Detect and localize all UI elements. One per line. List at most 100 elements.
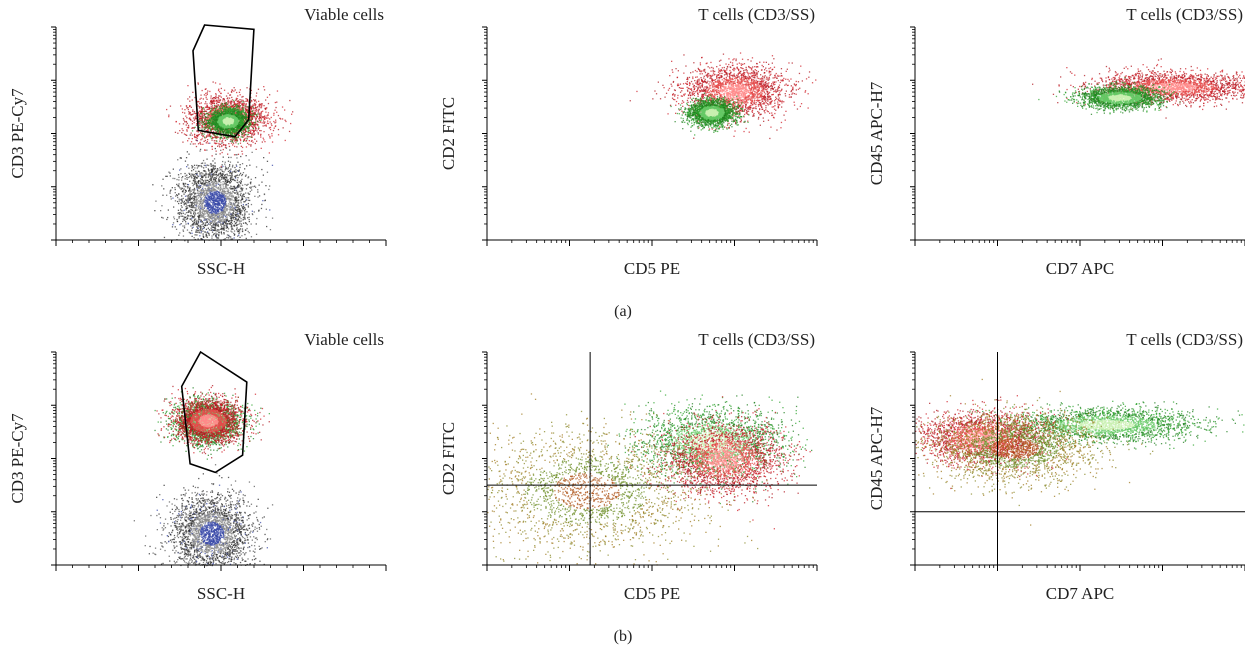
a1-event-red xyxy=(200,139,201,140)
a1-event-green xyxy=(247,134,248,135)
a1-event-red xyxy=(196,125,197,126)
a1-event-red xyxy=(191,114,192,115)
a1-event-red xyxy=(269,152,270,153)
a1-event-red xyxy=(206,103,207,104)
a1-event-green xyxy=(228,105,229,106)
a1-event-green xyxy=(203,107,204,108)
a1-event-red xyxy=(204,141,205,142)
a1-event-red xyxy=(186,129,187,130)
a1-event-red xyxy=(241,146,242,147)
a1-event-red xyxy=(182,112,183,113)
a1-event-red xyxy=(179,123,180,124)
a1-event-green xyxy=(204,114,205,115)
a1-event-green xyxy=(234,139,235,140)
a1-event-red xyxy=(219,83,220,84)
a1-event-red xyxy=(193,143,194,144)
a1-event-red xyxy=(284,109,285,110)
a1-event-red xyxy=(241,151,242,152)
a1-event-green xyxy=(242,133,243,134)
a1-event-red xyxy=(219,102,220,103)
a1-event-red xyxy=(207,90,208,91)
a1-event-red xyxy=(212,110,213,111)
a1-event-green xyxy=(199,125,200,126)
a1-event-red xyxy=(231,92,232,93)
a1-event-red xyxy=(200,123,201,124)
a1-event-red xyxy=(212,103,213,104)
a1-event-green xyxy=(251,117,252,118)
a1-event-red xyxy=(242,153,243,154)
a1-event-green xyxy=(247,126,248,127)
a1-event-red xyxy=(264,141,265,142)
a1-event-green xyxy=(200,113,201,114)
a1-event-red xyxy=(236,98,237,99)
a1-event-green xyxy=(242,101,243,102)
a1-event-red xyxy=(269,127,270,128)
a1-event-red xyxy=(214,140,215,141)
a1-event-red xyxy=(282,106,283,107)
a1-event-green xyxy=(217,110,218,111)
a1-event-green xyxy=(237,113,238,114)
a1-event-red xyxy=(218,90,219,91)
a1-event-red xyxy=(245,98,246,99)
a1-event-red xyxy=(260,136,261,137)
a1-event-red xyxy=(200,95,201,96)
a1-event-green xyxy=(206,127,207,128)
a1-event-red xyxy=(274,110,275,111)
a1-event-red xyxy=(219,95,220,96)
a1-event-red xyxy=(249,140,250,141)
a1-event-red xyxy=(240,94,241,95)
a1-event-red xyxy=(275,107,276,108)
a1-event-green xyxy=(245,119,246,120)
a1-event-red xyxy=(204,94,205,95)
a1-event-red xyxy=(192,109,193,110)
a1-event-red xyxy=(274,128,275,129)
a1-event-red xyxy=(219,146,220,147)
a1-event-green xyxy=(203,124,204,125)
a1-event-red xyxy=(222,142,223,143)
a1-event-red xyxy=(191,107,192,108)
a1-event-red xyxy=(206,105,207,106)
a1-event-red xyxy=(243,107,244,108)
a1-event-red xyxy=(238,102,239,103)
a1-event-red xyxy=(231,143,232,144)
a1-event-red xyxy=(265,112,266,113)
a1-event-red xyxy=(262,111,263,112)
a1-event-green xyxy=(216,141,217,142)
a1-event-red xyxy=(232,106,233,107)
a1-event-green xyxy=(219,106,220,107)
a1-event-red xyxy=(234,146,235,147)
a1-event-red xyxy=(224,137,225,138)
a1-event-red xyxy=(194,122,195,123)
a1-event-red xyxy=(200,132,201,133)
a1-event-red xyxy=(253,105,254,106)
a1-event-red xyxy=(263,138,264,139)
a1-event-red xyxy=(194,111,195,112)
a1-event-red xyxy=(207,141,208,142)
a1-event-red xyxy=(241,104,242,105)
a1-event-red xyxy=(183,118,184,119)
a1-event-red xyxy=(183,120,184,121)
a1-event-red xyxy=(251,126,252,127)
a1-event-red xyxy=(184,121,185,122)
a1-event-red xyxy=(207,107,208,108)
a1-event-red xyxy=(218,89,219,90)
a1-event-red xyxy=(256,128,257,129)
a1-event-red xyxy=(267,117,268,118)
a1-event-red xyxy=(250,109,251,110)
a1-event-red xyxy=(255,121,256,122)
a1-event-red xyxy=(264,123,265,124)
a1-event-red xyxy=(192,127,193,128)
a1-event-red xyxy=(256,93,257,94)
a1-event-red xyxy=(202,144,203,145)
a1-event-green xyxy=(220,105,221,106)
a1-event-red xyxy=(278,115,279,116)
a1-event-red xyxy=(206,111,207,112)
a1-event-red xyxy=(221,88,222,89)
a1-event-red xyxy=(262,103,263,104)
a1-event-red xyxy=(268,123,269,124)
a1-event-red xyxy=(226,95,227,96)
a1-event-green xyxy=(214,105,215,106)
a1-event-red xyxy=(194,134,195,135)
a1-event-green xyxy=(245,134,246,135)
a1-event-green xyxy=(243,109,244,110)
